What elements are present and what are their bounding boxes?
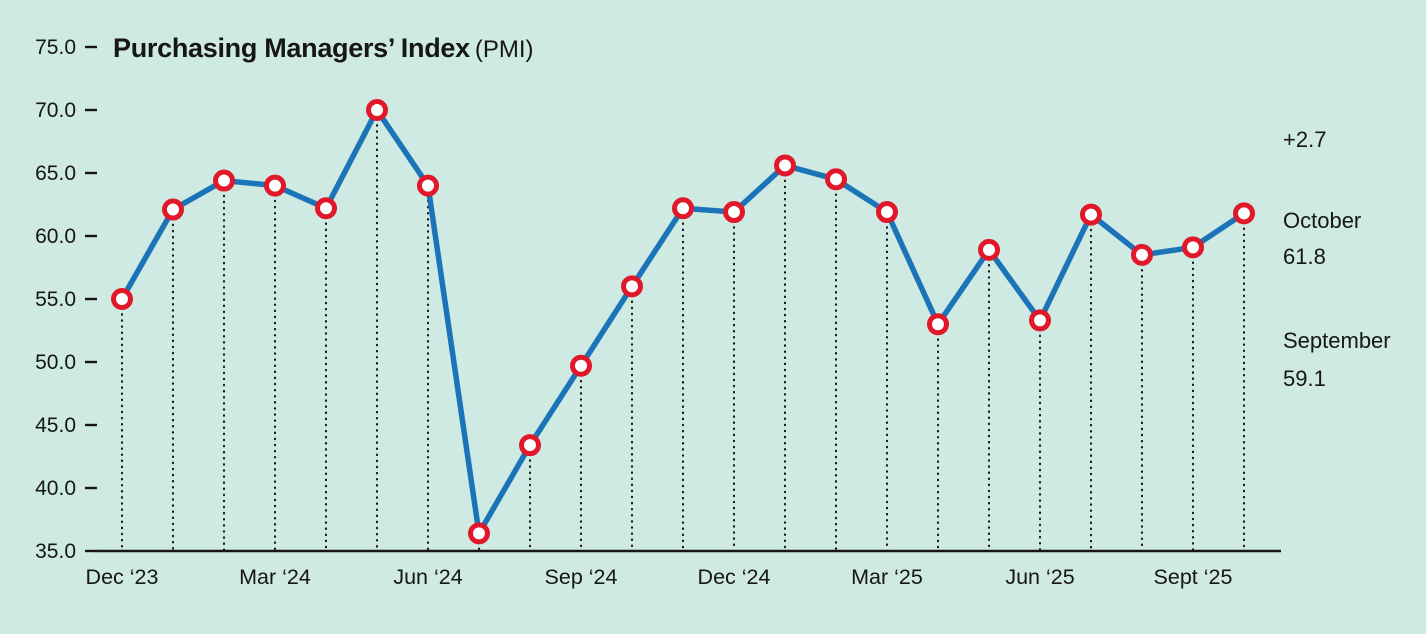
data-point-marker bbox=[1029, 309, 1051, 332]
data-point-marker bbox=[264, 174, 286, 197]
data-point-marker bbox=[315, 197, 337, 220]
data-point-marker bbox=[621, 275, 643, 298]
y-tick-label: 65.0 bbox=[35, 162, 76, 185]
data-point-marker bbox=[825, 168, 847, 191]
y-tick-label: 75.0 bbox=[35, 36, 76, 59]
data-point-marker bbox=[672, 197, 694, 220]
data-point-marker bbox=[162, 198, 184, 221]
y-tick-label: 45.0 bbox=[35, 414, 76, 437]
change-annotation: +2.7 bbox=[1283, 127, 1327, 152]
x-tick-label: Mar ‘24 bbox=[239, 565, 311, 589]
data-point-marker bbox=[1080, 203, 1102, 226]
x-tick-label: Dec ‘23 bbox=[86, 565, 159, 589]
y-tick-label: 60.0 bbox=[35, 225, 76, 248]
data-point-marker bbox=[366, 99, 388, 121]
y-tick-label: 55.0 bbox=[35, 288, 76, 311]
data-point-marker bbox=[1233, 202, 1255, 225]
data-point-marker bbox=[468, 522, 490, 545]
x-tick-label: Sep ‘24 bbox=[545, 565, 618, 589]
x-tick-label: Jun ‘25 bbox=[1005, 565, 1074, 589]
chart-title-sub: (PMI) bbox=[474, 36, 534, 63]
september-label: September bbox=[1283, 328, 1391, 353]
data-point-marker bbox=[1182, 236, 1204, 259]
x-tick-label: Dec ‘24 bbox=[698, 565, 771, 589]
september-value: 59.1 bbox=[1283, 366, 1326, 391]
data-point-marker bbox=[417, 174, 439, 197]
data-point-marker bbox=[213, 169, 235, 192]
x-tick-label: Sept ‘25 bbox=[1154, 565, 1233, 589]
data-point-marker bbox=[111, 288, 133, 310]
y-tick-label: 50.0 bbox=[35, 351, 76, 374]
x-tick-label: Mar ‘25 bbox=[851, 565, 923, 589]
chart-title: Purchasing Managers’ Index (PMI) bbox=[113, 33, 533, 64]
data-point-marker bbox=[1131, 243, 1153, 266]
data-point-marker bbox=[774, 154, 796, 177]
october-label: October bbox=[1283, 208, 1362, 233]
data-point-marker bbox=[876, 201, 898, 224]
data-point-marker bbox=[519, 434, 541, 457]
chart-title-main: Purchasing Managers’ Index bbox=[113, 33, 470, 63]
october-value: 61.8 bbox=[1283, 244, 1326, 269]
data-point-marker bbox=[927, 313, 949, 336]
data-point-marker bbox=[978, 238, 1000, 261]
data-point-marker bbox=[570, 354, 592, 377]
y-tick-label: 35.0 bbox=[35, 540, 76, 563]
y-tick-label: 40.0 bbox=[35, 477, 76, 500]
data-point-marker bbox=[723, 201, 745, 224]
x-tick-label: Jun ‘24 bbox=[393, 565, 462, 589]
y-tick-label: 70.0 bbox=[35, 99, 76, 122]
